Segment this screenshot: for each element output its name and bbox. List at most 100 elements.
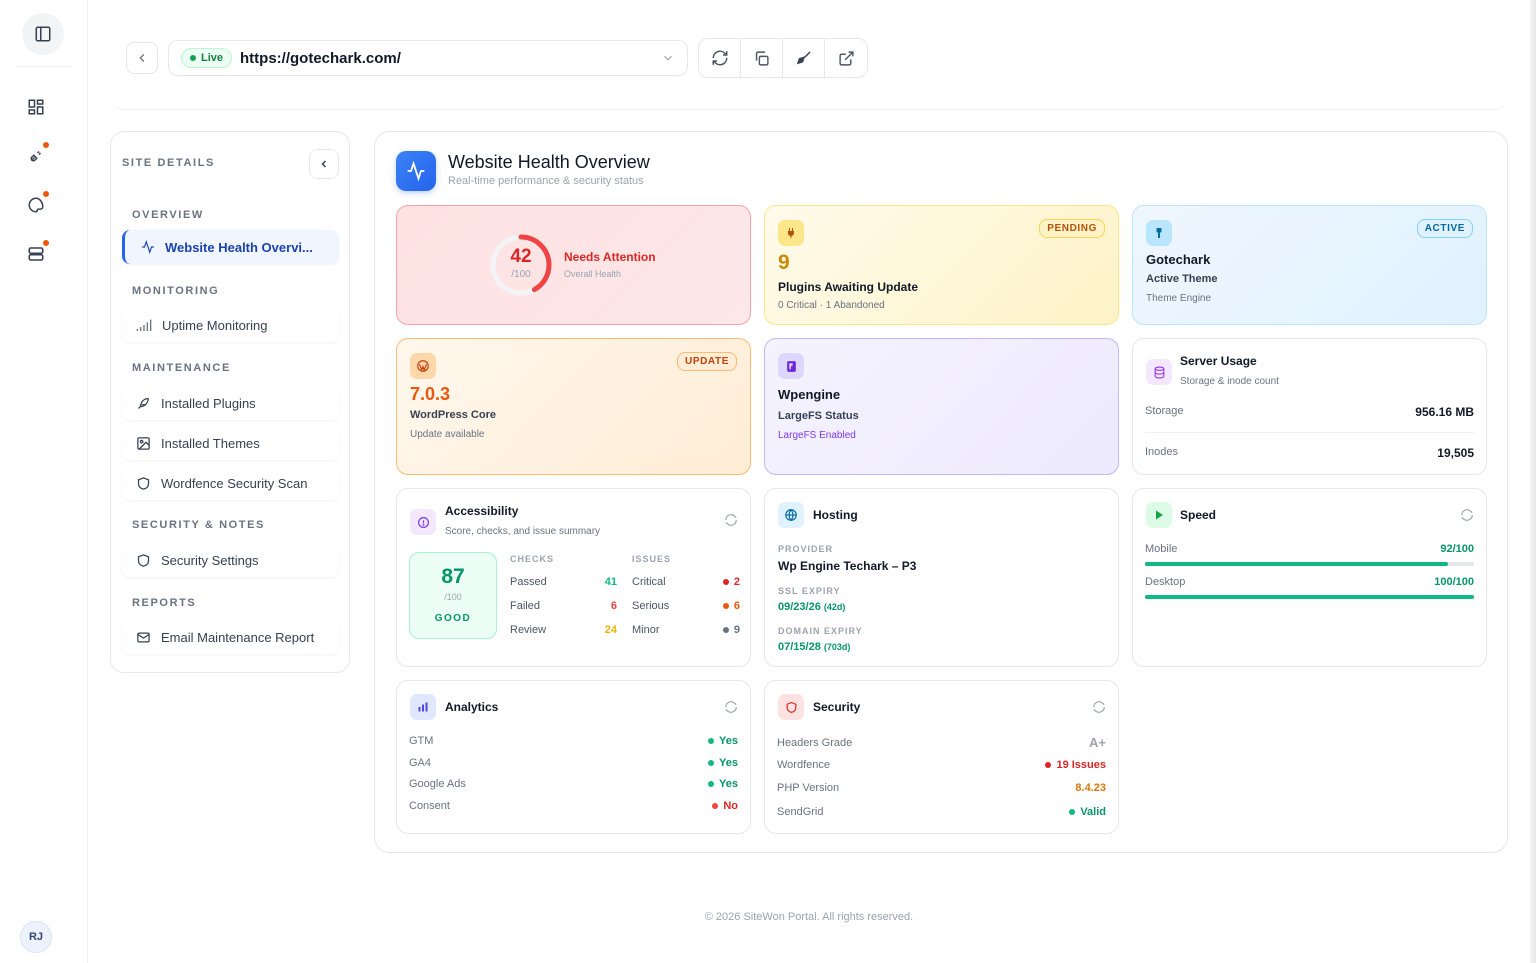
shield-icon <box>778 694 804 720</box>
nav-uptime-monitoring[interactable]: Uptime Monitoring <box>122 308 339 342</box>
mobile-speed-bar <box>1145 562 1448 566</box>
accessibility-score-max: /100 <box>444 592 462 602</box>
ssl-expiry-value: 09/23/26 (42d) <box>778 601 845 613</box>
mobile-score: 92/100 <box>1440 543 1474 555</box>
notification-dot <box>42 239 50 247</box>
check-value: 41 <box>604 576 617 588</box>
play-icon <box>1146 502 1172 528</box>
accessibility-card[interactable]: Accessibility Score, checks, and issue s… <box>396 488 751 667</box>
analytics-row: GA4 Yes <box>409 757 738 769</box>
plug-icon[interactable] <box>24 141 50 168</box>
issue-label: Minor <box>632 624 660 636</box>
inodes-value: 19,505 <box>1437 446 1474 460</box>
largefs-card[interactable]: Wpengine LargeFS Status LargeFS Enabled <box>764 338 1119 475</box>
storage-label: Storage <box>1145 405 1184 417</box>
mobile-label: Mobile <box>1145 543 1178 555</box>
desktop-speed-row: Desktop 100/100 <box>1145 576 1474 588</box>
nav-website-health[interactable]: Website Health Overvi... <box>122 230 339 264</box>
refresh-security-button[interactable] <box>1092 700 1106 714</box>
security-row: PHP Version 8.4.23 <box>777 782 1106 794</box>
security-card[interactable]: Security Headers Grade A+ Wordfence 19 Issu… <box>764 680 1119 834</box>
domain-expiry-date: 07/15/28 <box>778 641 821 653</box>
site-details-panel: SITE DETAILS OVERVIEW Website Health Ove… <box>110 131 350 673</box>
nav-email-report[interactable]: Email Maintenance Report <box>122 620 339 654</box>
check-label: Review <box>510 624 547 636</box>
nav-installed-plugins[interactable]: Installed Plugins <box>122 386 339 420</box>
speed-card[interactable]: Speed Mobile 92/100 Desktop 100/100 <box>1132 488 1487 667</box>
core-title: WordPress Core <box>410 409 496 421</box>
overall-health-card[interactable]: 42 /100 Needs Attention Overall Health <box>396 205 751 325</box>
nav-security-settings[interactable]: Security Settings <box>122 543 339 577</box>
broom-icon <box>796 51 811 65</box>
severity-dot <box>722 627 729 634</box>
mail-icon <box>137 632 150 642</box>
dashboard-icon[interactable] <box>24 95 48 119</box>
refresh-accessibility-button[interactable] <box>724 513 738 527</box>
activity-icon <box>396 151 436 191</box>
security-value: A+ <box>1089 735 1106 750</box>
notification-dot <box>42 141 50 149</box>
domain-expiry-value: 07/15/28 (703d) <box>778 641 850 653</box>
open-external-button[interactable] <box>825 39 867 77</box>
section-overview: OVERVIEW <box>132 209 204 221</box>
top-divider <box>112 100 1505 110</box>
copy-button[interactable] <box>741 39 783 77</box>
sidebar-toggle-button[interactable] <box>22 13 64 55</box>
accessibility-title: Accessibility <box>445 504 519 518</box>
status-dot <box>712 802 719 809</box>
theme-title: Active Theme <box>1146 273 1218 285</box>
health-status: Needs Attention <box>564 250 656 264</box>
section-security-notes: SECURITY & NOTES <box>132 519 265 531</box>
external-link-icon <box>838 50 854 66</box>
analytics-value: Yes <box>708 778 738 790</box>
server-icon[interactable] <box>24 239 50 266</box>
globe-icon <box>778 502 804 528</box>
speed-title: Speed <box>1180 508 1217 522</box>
analytics-label: Consent <box>409 799 450 812</box>
analytics-label: GTM <box>409 735 434 747</box>
issue-label: Critical <box>632 576 666 588</box>
image-icon <box>137 436 150 450</box>
site-url-select[interactable]: Live https://gotechark.com/ <box>168 40 688 76</box>
status-dot <box>708 759 715 766</box>
plugins-update-card[interactable]: PENDING 9 Plugins Awaiting Update 0 Crit… <box>764 205 1119 325</box>
issue-value: 9 <box>722 624 740 636</box>
accessibility-score: 87 <box>441 565 465 588</box>
issue-row: Critical 2 <box>632 576 740 588</box>
refresh-icon <box>1461 509 1473 521</box>
refresh-speed-button[interactable] <box>1460 508 1474 522</box>
refresh-analytics-button[interactable] <box>724 700 738 714</box>
palette-icon[interactable] <box>24 190 50 217</box>
active-theme-card[interactable]: ACTIVE Gotechark Active Theme Theme Engi… <box>1132 205 1487 325</box>
chevron-down-icon <box>664 55 672 61</box>
hosting-card[interactable]: Hosting PROVIDER Wp Engine Techark – P3 … <box>764 488 1119 667</box>
feather-icon <box>138 397 150 409</box>
check-label: Passed <box>510 576 547 588</box>
site-url: https://gotechark.com/ <box>240 49 401 67</box>
refresh-button[interactable] <box>699 39 741 77</box>
status-dot <box>708 781 715 788</box>
collapse-panel-button[interactable] <box>309 149 339 179</box>
shield-icon <box>137 476 150 490</box>
domain-expiry-days: (703d) <box>823 642 851 652</box>
nav-wordfence-scan[interactable]: Wordfence Security Scan <box>122 466 339 500</box>
domain-expiry-label: DOMAIN EXPIRY <box>778 626 863 636</box>
plug-icon <box>778 220 804 246</box>
issue-row: Minor 9 <box>632 624 740 636</box>
analytics-value: No <box>712 800 738 812</box>
ssl-expiry-label: SSL EXPIRY <box>778 586 841 596</box>
user-avatar[interactable]: RJ <box>20 921 52 953</box>
wordpress-core-card[interactable]: UPDATE 7.0.3 WordPress Core Update avail… <box>396 338 751 475</box>
analytics-card[interactable]: Analytics GTM Yes GA4 Yes Google Ads Yes Conse… <box>396 680 751 834</box>
security-row: Wordfence 19 Issues <box>777 759 1106 771</box>
analytics-row: GTM Yes <box>409 735 738 747</box>
provider-label: PROVIDER <box>778 544 834 554</box>
back-button[interactable] <box>126 42 158 74</box>
plugins-detail: 0 Critical · 1 Abandoned <box>778 300 885 311</box>
chevron-left-icon <box>321 160 327 168</box>
storage-row: Storage 956.16 MB <box>1145 405 1474 419</box>
clear-cache-button[interactable] <box>783 39 825 77</box>
health-score-max: /100 <box>511 269 531 280</box>
nav-installed-themes[interactable]: Installed Themes <box>122 426 339 460</box>
server-usage-card[interactable]: Server Usage Storage & inode count Stora… <box>1132 338 1487 475</box>
